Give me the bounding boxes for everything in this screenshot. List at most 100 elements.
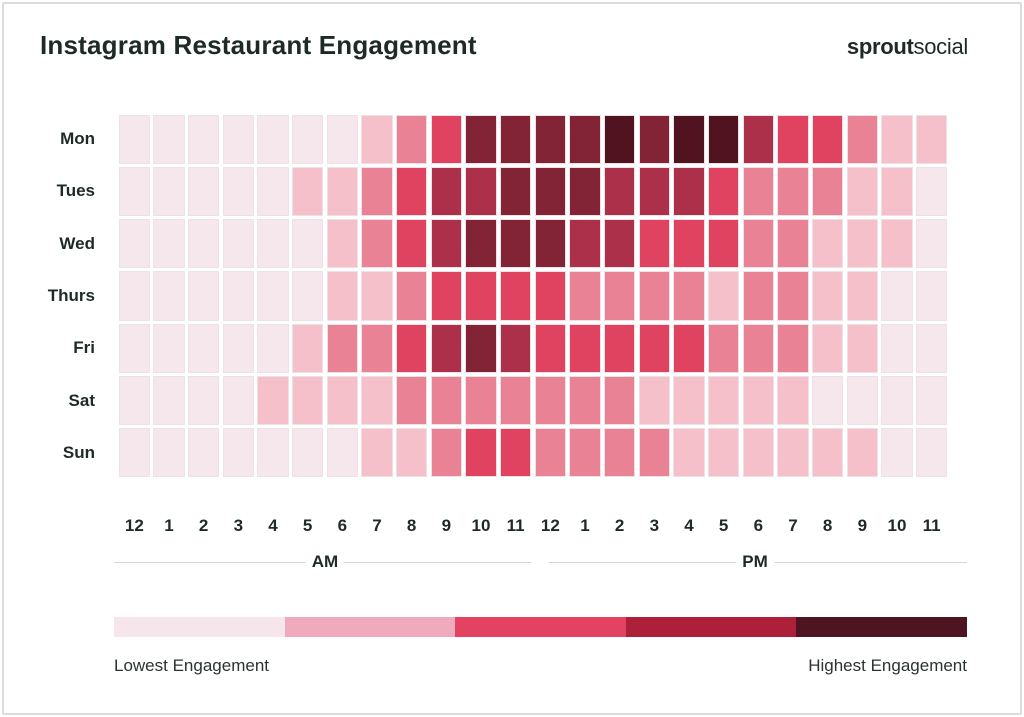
heatmap-cell bbox=[811, 323, 844, 373]
heatmap-cell bbox=[395, 166, 428, 217]
hour-label: 9 bbox=[857, 516, 868, 535]
day-label: Sun bbox=[62, 442, 95, 462]
heatmap-cell bbox=[153, 428, 185, 478]
heatmap-cell bbox=[846, 271, 879, 321]
heatmap-cell bbox=[499, 166, 532, 217]
hour-label: 8 bbox=[822, 516, 833, 535]
heatmap-cell bbox=[534, 375, 567, 426]
heatmap-cell bbox=[118, 271, 151, 321]
heatmap-cell bbox=[499, 114, 532, 164]
heatmap-cell bbox=[707, 114, 740, 164]
heatmap-cell bbox=[430, 323, 463, 373]
heatmap-cell bbox=[777, 114, 809, 164]
heatmap-cell bbox=[811, 428, 844, 478]
hour-label: 2 bbox=[614, 516, 625, 535]
heatmap-cell bbox=[499, 219, 532, 269]
heatmap-cell bbox=[257, 114, 289, 164]
heatmap-cell bbox=[291, 166, 324, 217]
heatmap-cell bbox=[291, 428, 324, 478]
chart-title: Instagram Restaurant Engagement bbox=[40, 30, 477, 60]
heatmap-cell bbox=[603, 323, 636, 373]
heatmap-cell bbox=[291, 271, 324, 321]
heatmap-cell bbox=[569, 219, 601, 269]
pm-label: PM bbox=[736, 552, 774, 572]
heatmap-cell bbox=[569, 375, 601, 426]
heatmap-cell bbox=[222, 323, 255, 373]
hour-label: 11 bbox=[922, 516, 941, 535]
day-label: Thurs bbox=[47, 286, 95, 305]
heatmap-cell bbox=[673, 375, 705, 426]
heatmap-cell bbox=[257, 428, 289, 478]
heatmap-cell bbox=[534, 166, 567, 217]
heatmap-cell bbox=[742, 375, 775, 426]
heatmap-cell bbox=[603, 271, 636, 321]
heatmap-cell bbox=[257, 219, 289, 269]
hour-label: 6 bbox=[337, 516, 348, 535]
hour-label: 8 bbox=[406, 516, 417, 535]
heatmap-cell bbox=[499, 428, 532, 478]
heatmap-cell bbox=[222, 166, 255, 217]
hour-label: 3 bbox=[649, 516, 660, 535]
heatmap-cell bbox=[638, 428, 671, 478]
heatmap-cell bbox=[395, 271, 428, 321]
heatmap-cell bbox=[811, 271, 844, 321]
heatmap-cell bbox=[881, 323, 913, 373]
heatmap-cell bbox=[153, 375, 185, 426]
legend-swatch bbox=[625, 617, 797, 637]
day-label: Fri bbox=[73, 338, 95, 358]
legend-swatch bbox=[455, 617, 626, 637]
heatmap-cell bbox=[118, 375, 151, 426]
heatmap-cell bbox=[465, 323, 497, 373]
heatmap-cell bbox=[326, 375, 359, 426]
heatmap-cell bbox=[638, 375, 671, 426]
heatmap-cell bbox=[222, 375, 255, 426]
heatmap-cell bbox=[326, 323, 359, 373]
hour-label: 9 bbox=[441, 516, 452, 535]
legend-scale bbox=[114, 617, 967, 637]
hour-label: 12 bbox=[124, 516, 144, 535]
heatmap-cell bbox=[915, 271, 948, 321]
heatmap-cell bbox=[534, 219, 567, 269]
heatmap-cell bbox=[881, 166, 913, 217]
heatmap-cell bbox=[291, 219, 324, 269]
heatmap-cell bbox=[361, 428, 393, 478]
heatmap-cell bbox=[534, 428, 567, 478]
heatmap-cell bbox=[638, 166, 671, 217]
heatmap-cell bbox=[811, 375, 844, 426]
heatmap-cell bbox=[534, 114, 567, 164]
heatmap-cell bbox=[777, 323, 809, 373]
hour-label: 5 bbox=[718, 516, 729, 535]
heatmap-cell bbox=[395, 375, 428, 426]
heatmap-cell bbox=[534, 271, 567, 321]
hour-label: 11 bbox=[506, 516, 525, 535]
heatmap-cell bbox=[118, 428, 151, 478]
heatmap-cell bbox=[777, 428, 809, 478]
heatmap-cell bbox=[777, 166, 809, 217]
heatmap-cell bbox=[638, 219, 671, 269]
heatmap-cell bbox=[569, 428, 601, 478]
hour-label: 1 bbox=[164, 516, 174, 535]
heatmap-cell bbox=[846, 375, 879, 426]
heatmap-cell bbox=[361, 323, 393, 373]
hour-label: 4 bbox=[684, 516, 694, 535]
heatmap-cell bbox=[811, 219, 844, 269]
heatmap-cell bbox=[118, 166, 151, 217]
heatmap-cell bbox=[430, 375, 463, 426]
heatmap-cell bbox=[846, 428, 879, 478]
heatmap-cell bbox=[742, 428, 775, 478]
heatmap-cell bbox=[187, 323, 220, 373]
heatmap-cell bbox=[569, 323, 601, 373]
heatmap-cell bbox=[777, 271, 809, 321]
heatmap-cell bbox=[881, 375, 913, 426]
heatmap-cell bbox=[603, 114, 636, 164]
heatmap-cell bbox=[187, 166, 220, 217]
logo-part-social: social bbox=[913, 34, 969, 59]
heatmap-cell bbox=[395, 428, 428, 478]
heatmap-cell bbox=[915, 114, 948, 164]
heatmap-cell bbox=[326, 114, 359, 164]
heatmap-cell bbox=[257, 323, 289, 373]
heatmap-cell bbox=[777, 219, 809, 269]
heatmap-cell bbox=[395, 114, 428, 164]
heatmap-cell bbox=[569, 114, 601, 164]
